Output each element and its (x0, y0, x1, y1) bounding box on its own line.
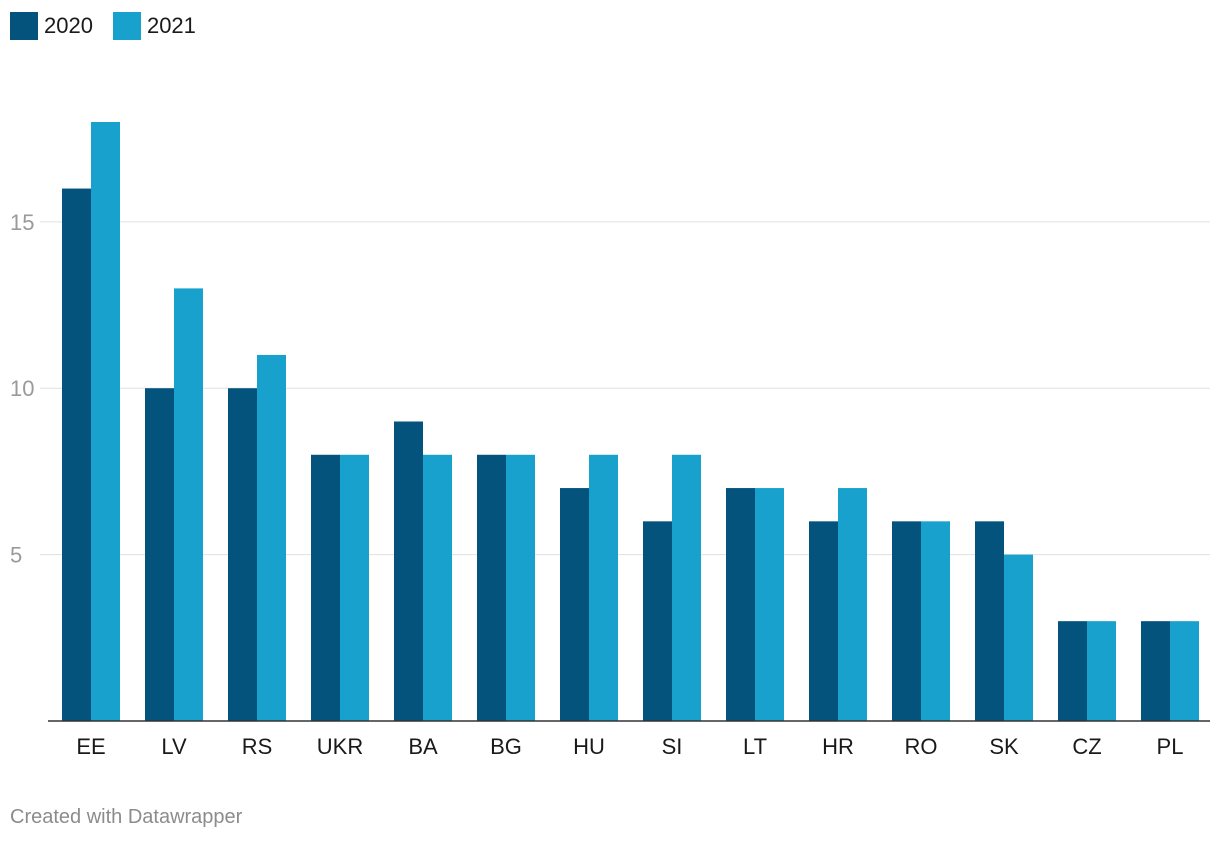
legend: 2020 2021 (10, 12, 216, 40)
legend-swatch-2021 (112, 12, 141, 40)
x-tick-label-hu: HU (573, 734, 605, 759)
bar-ukr-2021 (340, 454, 369, 721)
legend-label-2020: 2020 (44, 13, 93, 38)
bar-lv-2021 (174, 288, 203, 721)
bar-bg-2020 (477, 454, 506, 721)
x-tick-label-hr: HR (822, 734, 854, 759)
bar-hr-2021 (838, 488, 867, 721)
bar-ee-2020 (62, 188, 91, 722)
bar-sk-2020 (975, 521, 1004, 721)
bar-ee-2021 (91, 122, 120, 721)
x-tick-label-lt: LT (743, 734, 767, 759)
bar-lt-2021 (755, 488, 784, 721)
bar-si-2020 (643, 521, 672, 721)
bar-sk-2021 (1004, 554, 1033, 721)
x-tick-label-cz: CZ (1072, 734, 1101, 759)
bar-hr-2020 (809, 521, 838, 721)
bar-lt-2020 (726, 488, 755, 721)
x-tick-label-ro: RO (905, 734, 938, 759)
x-tick-label-pl: PL (1157, 734, 1184, 759)
bar-rs-2021 (257, 354, 286, 721)
bar-hu-2021 (589, 454, 618, 721)
bar-pl-2021 (1170, 621, 1199, 721)
x-tick-label-lv: LV (161, 734, 187, 759)
bar-cz-2020 (1058, 621, 1087, 721)
bar-ba-2021 (423, 454, 452, 721)
bar-cz-2021 (1087, 621, 1116, 721)
legend-swatch-2020 (10, 12, 38, 40)
bar-ro-2020 (892, 521, 921, 721)
bar-ba-2020 (394, 421, 423, 721)
x-tick-label-ba: BA (408, 734, 438, 759)
footer-credit: Created with Datawrapper (10, 806, 243, 828)
legend-item-2020: 2020 (10, 12, 93, 40)
y-tick-label-10: 10 (10, 376, 34, 401)
x-tick-label-ukr: UKR (317, 734, 363, 759)
legend-label-2021: 2021 (146, 13, 196, 38)
bar-bg-2021 (506, 454, 535, 721)
bar-rs-2020 (228, 388, 257, 721)
bar-si-2021 (672, 454, 701, 721)
bar-ukr-2020 (311, 454, 340, 721)
x-tick-label-sk: SK (989, 734, 1019, 759)
x-tick-label-rs: RS (242, 734, 273, 759)
legend-item-2021: 2021 (112, 12, 196, 40)
bar-hu-2020 (560, 488, 589, 721)
bar-pl-2020 (1141, 621, 1170, 721)
x-tick-label-ee: EE (76, 734, 105, 759)
x-tick-label-bg: BG (490, 734, 522, 759)
bar-lv-2020 (145, 388, 174, 721)
y-tick-label-5: 5 (10, 543, 22, 568)
y-tick-label-15: 15 (10, 210, 34, 235)
x-tick-label-si: SI (662, 734, 683, 759)
bar-ro-2021 (921, 521, 950, 721)
